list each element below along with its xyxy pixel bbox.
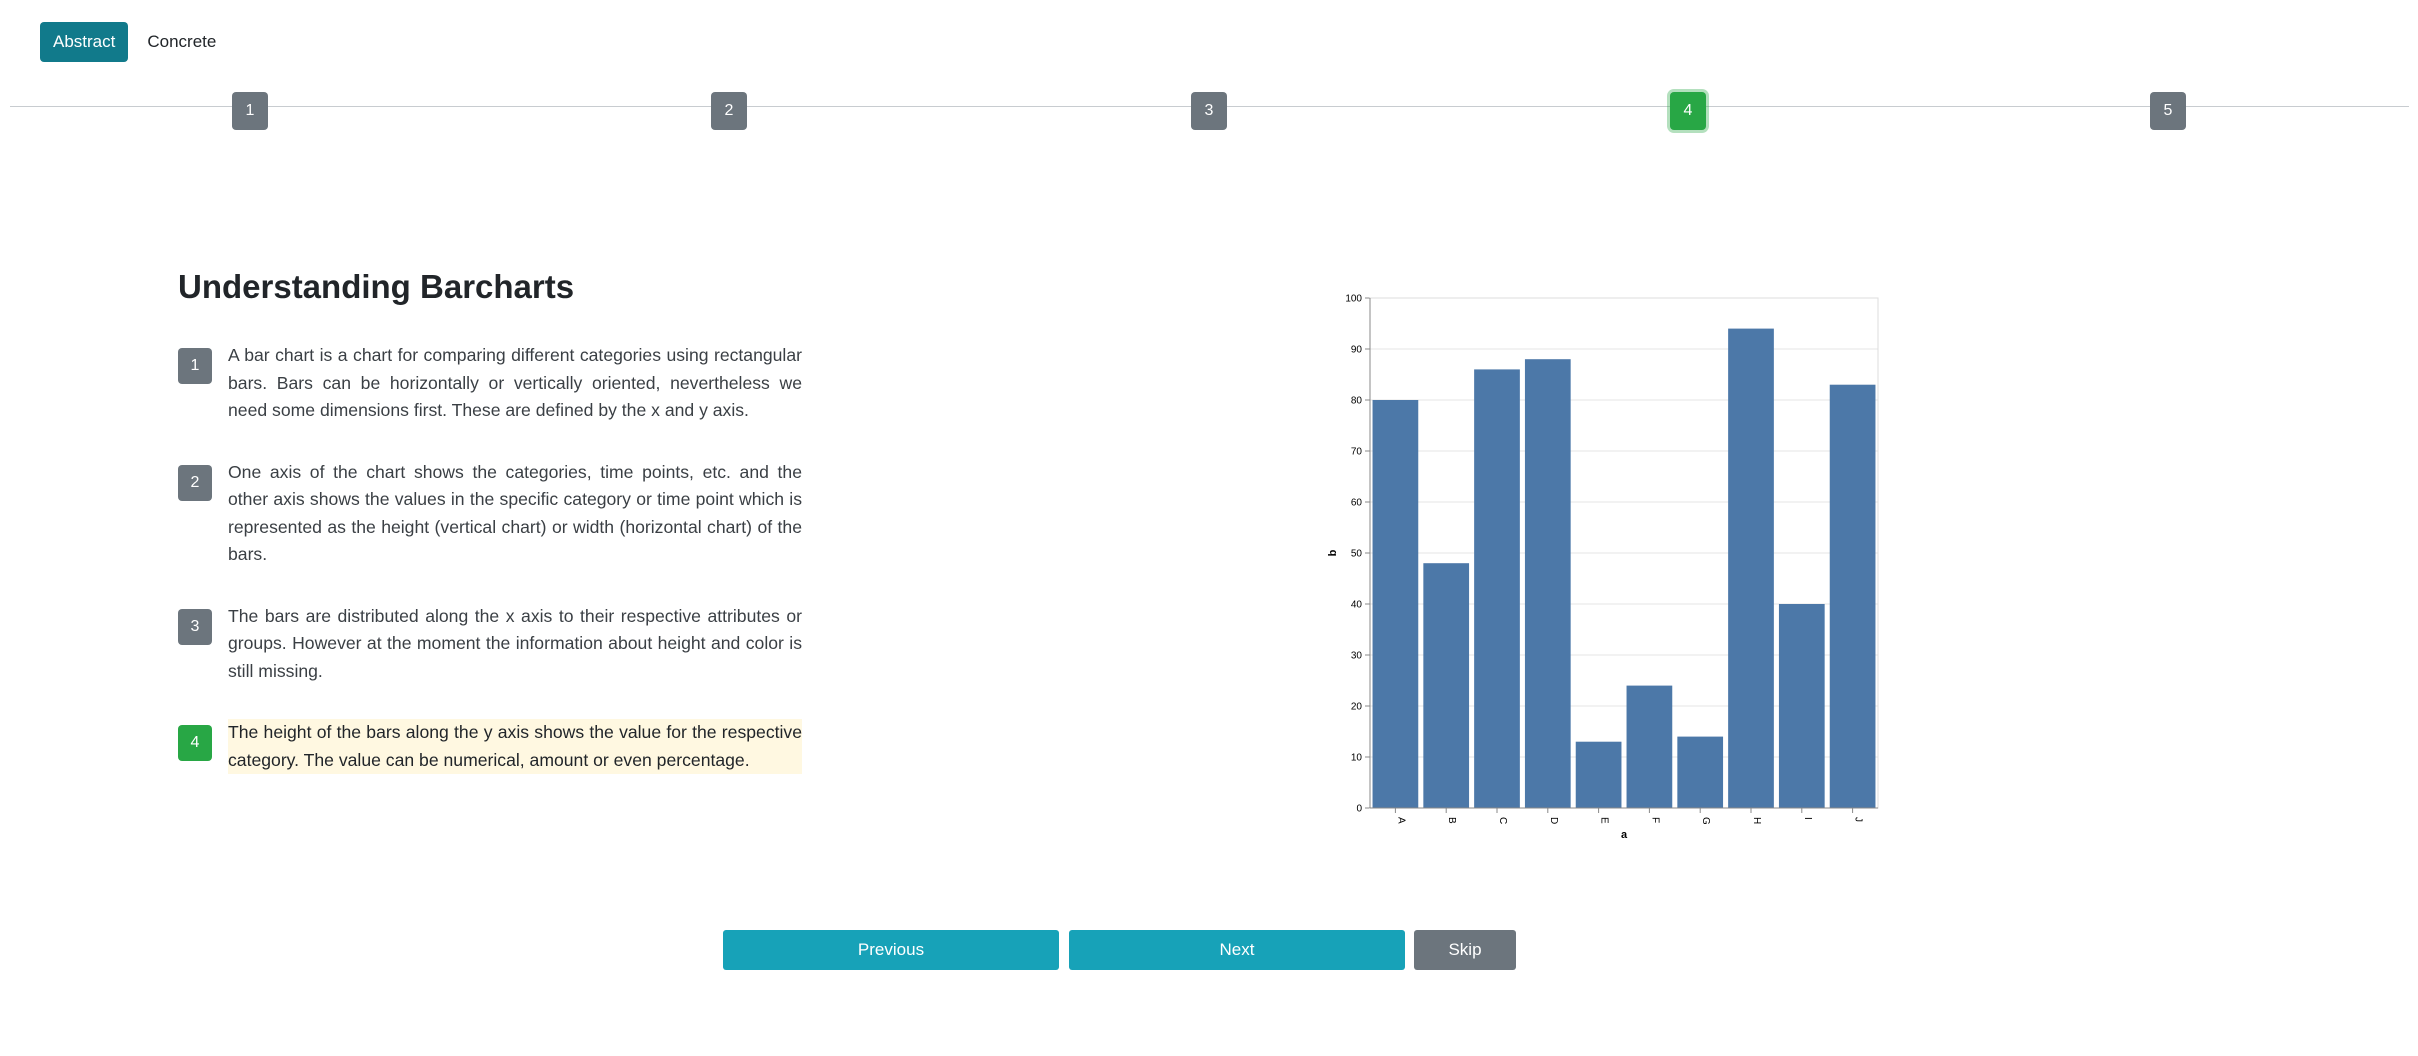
y-tick-label: 60 [1351,498,1363,509]
previous-button[interactable]: Previous [723,930,1059,970]
mode-tabs: Abstract Concrete [40,22,229,62]
y-tick-label: 10 [1351,753,1363,764]
x-tick-label: B [1446,817,1457,824]
y-tick-label: 0 [1356,804,1362,815]
item-number-badge: 3 [178,608,212,645]
step-4-button[interactable]: 4 [1670,92,1706,130]
y-tick-label: 100 [1345,294,1362,305]
x-tick-label: E [1599,817,1610,824]
bar-J [1829,384,1876,808]
step-1-button[interactable]: 1 [232,92,268,130]
item-number-badge: 1 [178,348,212,384]
x-axis-title: a [1621,829,1628,841]
x-tick-label: G [1700,817,1711,825]
item-text: One axis of the chart shows the categori… [228,461,802,565]
x-tick-label: I [1802,817,1813,820]
list-item-active: 4 The height of the bars along the y axi… [178,719,802,774]
item-text: A bar chart is a chart for comparing dif… [228,345,802,420]
y-tick-label: 30 [1351,651,1363,662]
y-axis-title: b [1327,549,1339,556]
skip-button[interactable]: Skip [1414,930,1516,970]
explanation-list: 1 A bar chart is a chart for comparing d… [178,342,802,808]
x-tick-label: A [1395,817,1406,824]
y-tick-label: 20 [1351,702,1363,713]
x-tick-label: H [1751,817,1762,824]
item-number-badge: 4 [178,725,212,761]
tab-concrete[interactable]: Concrete [147,32,217,51]
bar-H [1728,328,1774,808]
bar-A [1372,400,1419,808]
bar-D [1524,359,1571,808]
x-tick-label: J [1853,817,1864,822]
bar-E [1575,741,1622,808]
step-5-button[interactable]: 5 [2150,92,2186,130]
list-item: 3 The bars are distributed along the x a… [178,603,802,686]
item-text-highlighted: The height of the bars along the y axis … [228,719,802,774]
list-item: 1 A bar chart is a chart for comparing d… [178,342,802,425]
bar-chart-svg: 0 10 20 30 40 50 60 70 80 90 100 A B C D E F G H I Ja b [1327,294,1879,841]
bar-B [1423,563,1470,808]
x-tick-label: F [1649,817,1660,823]
item-number-badge: 2 [178,464,212,501]
y-tick-label: 70 [1351,447,1363,458]
x-tick-label: D [1548,817,1559,824]
y-tick-label: 80 [1351,396,1363,407]
bar-F [1626,685,1673,808]
bar-G [1677,736,1724,808]
y-tick-label: 90 [1351,345,1363,356]
y-tick-label: 40 [1351,600,1363,611]
step-3-button[interactable]: 3 [1191,92,1227,130]
bar-I [1778,604,1825,808]
tab-abstract[interactable]: Abstract [40,22,129,62]
y-tick-label: 50 [1351,549,1363,560]
page-title: Understanding Barcharts [178,268,575,305]
item-text: The bars are distributed along the x axi… [228,605,802,681]
next-button[interactable]: Next [1069,930,1405,970]
x-tick-label: C [1497,817,1508,824]
step-2-button[interactable]: 2 [711,92,747,130]
bar-C [1474,369,1520,808]
step-progress: 1 2 3 4 5 [10,88,2409,136]
list-item: 2 One axis of the chart shows the catego… [178,459,802,569]
